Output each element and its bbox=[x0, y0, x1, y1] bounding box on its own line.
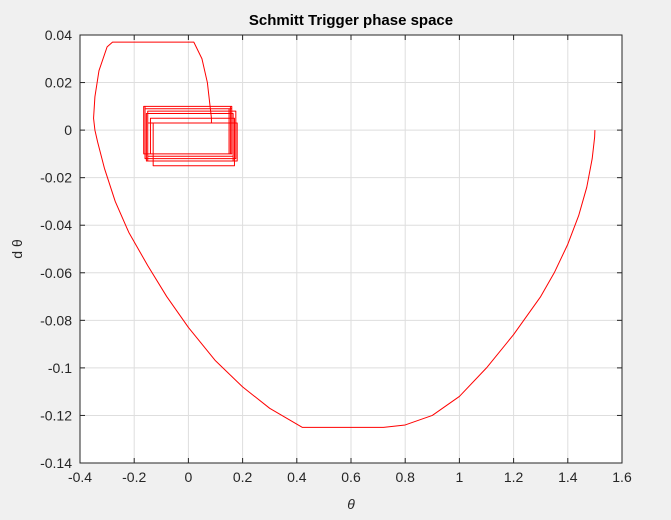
y-tick-label: 0.04 bbox=[45, 27, 72, 43]
x-tick-label: 1.4 bbox=[558, 469, 578, 485]
y-tick-label: 0 bbox=[64, 122, 72, 138]
x-axis-label: θ bbox=[347, 496, 355, 512]
y-tick-labels: 0.04 0.02 0 -0.02 -0.04 -0.06 -0.08 -0.1 -0.12 -0… bbox=[40, 27, 72, 471]
x-tick-label: -0.4 bbox=[68, 469, 92, 485]
x-tick-label: 0.4 bbox=[287, 469, 307, 485]
y-tick-label: -0.14 bbox=[40, 455, 72, 471]
x-tick-label: 1.2 bbox=[504, 469, 524, 485]
x-tick-label: 0 bbox=[185, 469, 193, 485]
y-axis-label: d θ bbox=[9, 239, 25, 259]
y-tick-label: -0.1 bbox=[48, 360, 72, 376]
x-tick-labels: -0.4 -0.2 0 0.2 0.4 0.6 0.8 1 1.2 1.4 1.6 bbox=[68, 469, 632, 485]
axes-box bbox=[79, 34, 623, 464]
y-tick-label: -0.04 bbox=[40, 217, 72, 233]
y-tick-label: -0.12 bbox=[40, 407, 72, 423]
x-tick-label: 0.2 bbox=[233, 469, 253, 485]
y-tick-label: 0.02 bbox=[45, 75, 72, 91]
chart-title: Schmitt Trigger phase space bbox=[249, 12, 453, 29]
y-tick-label: -0.08 bbox=[40, 312, 72, 328]
y-tick-label: -0.02 bbox=[40, 170, 72, 186]
y-tick-label: -0.06 bbox=[40, 265, 72, 281]
series-line-trajectory bbox=[93, 41, 596, 428]
x-tick-label: 1 bbox=[456, 469, 464, 485]
x-tick-label: 0.8 bbox=[395, 469, 415, 485]
x-tick-label: 0.6 bbox=[341, 469, 361, 485]
x-tick-label: 1.6 bbox=[612, 469, 632, 485]
x-tick-label: -0.2 bbox=[122, 469, 146, 485]
series bbox=[93, 41, 596, 428]
